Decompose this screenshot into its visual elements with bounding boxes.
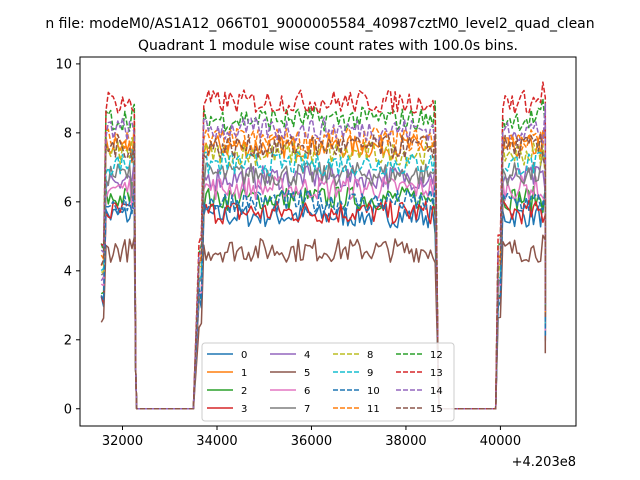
legend-label-12: 12 xyxy=(430,350,443,361)
legend-box xyxy=(201,342,455,422)
legend-label-2: 2 xyxy=(241,386,247,397)
legend-label-6: 6 xyxy=(304,386,310,397)
legend-label-5: 5 xyxy=(304,368,310,379)
x-tick-label: 34000 xyxy=(196,434,237,449)
x-tick-label: 40000 xyxy=(480,434,521,449)
legend-label-3: 3 xyxy=(241,404,247,415)
figure-suptitle: n file: modeM0/AS1A12_066T01_9000005584_… xyxy=(45,16,594,32)
chart-title: Quadrant 1 module wise count rates with … xyxy=(138,38,518,54)
x-tick-label: 38000 xyxy=(385,434,426,449)
legend-label-15: 15 xyxy=(430,404,443,415)
x-tick-label: 32000 xyxy=(102,434,143,449)
y-axis: 0 2 4 6 8 10 xyxy=(55,57,80,417)
y-tick-label: 4 xyxy=(64,264,72,279)
x-offset-label: +4.203e8 xyxy=(512,455,576,470)
y-tick-label: 6 xyxy=(64,195,72,210)
y-tick-label: 0 xyxy=(64,402,72,417)
y-tick-label: 10 xyxy=(55,57,72,72)
axes-frame xyxy=(79,56,577,427)
y-tick-label: 8 xyxy=(64,126,72,141)
legend-label-14: 14 xyxy=(430,386,443,397)
legend-label-0: 0 xyxy=(241,350,247,361)
legend-label-9: 9 xyxy=(367,368,373,379)
legend-label-13: 13 xyxy=(430,368,443,379)
x-axis: 32000 34000 36000 38000 40000 xyxy=(102,426,521,449)
legend-label-11: 11 xyxy=(367,404,380,415)
legend-label-7: 7 xyxy=(304,404,310,415)
legend-label-8: 8 xyxy=(367,350,373,361)
legend-label-10: 10 xyxy=(367,386,380,397)
legend-label-4: 4 xyxy=(304,350,310,361)
y-tick-label: 2 xyxy=(64,333,72,348)
x-tick-label: 36000 xyxy=(291,434,332,449)
legend-label-1: 1 xyxy=(241,368,247,379)
plot-area xyxy=(100,81,547,410)
series-line-15 xyxy=(100,132,547,410)
